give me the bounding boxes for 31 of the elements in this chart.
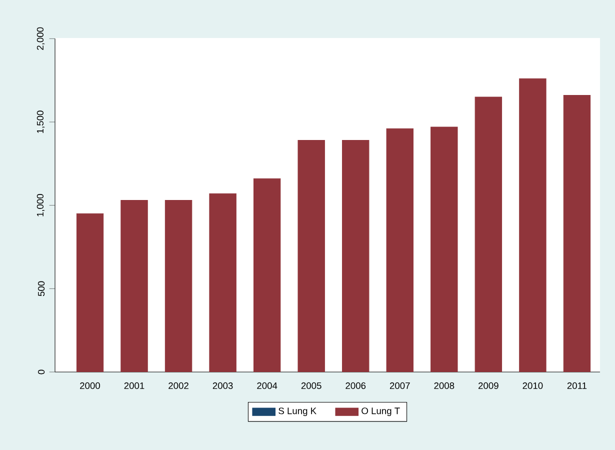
bar bbox=[342, 140, 370, 372]
bar bbox=[209, 193, 236, 372]
bar bbox=[563, 95, 591, 372]
x-tick-label: 2010 bbox=[522, 382, 543, 389]
x-tick-label: 2001 bbox=[124, 382, 144, 389]
bar bbox=[253, 178, 281, 372]
x-tick-label: 2003 bbox=[212, 382, 233, 389]
x-tick-label: 2009 bbox=[478, 382, 498, 389]
y-tick-label: 1,000 bbox=[36, 194, 45, 216]
x-tick-label: 2011 bbox=[567, 382, 587, 389]
bar bbox=[298, 140, 325, 372]
y-tick-label: 500 bbox=[38, 281, 45, 296]
bar bbox=[120, 200, 148, 372]
legend-label: O Lung T bbox=[362, 408, 400, 416]
x-tick-label: 2002 bbox=[168, 382, 188, 389]
x-tick-label: 2007 bbox=[390, 382, 410, 389]
bar bbox=[430, 126, 458, 372]
x-tick-label: 2006 bbox=[346, 382, 366, 389]
bar bbox=[474, 96, 502, 372]
y-tick-label: 2,000 bbox=[36, 27, 45, 50]
x-tick-label: 2008 bbox=[434, 382, 454, 389]
bar bbox=[76, 213, 104, 372]
bar bbox=[386, 128, 414, 372]
bar bbox=[519, 78, 546, 372]
y-tick-label: 0 bbox=[38, 370, 45, 374]
x-tick-label: 2004 bbox=[257, 382, 278, 389]
bar bbox=[164, 200, 192, 372]
y-tick-label: 1,500 bbox=[36, 110, 45, 133]
x-tick-label: 2005 bbox=[301, 382, 322, 389]
legend-label: S Lung K bbox=[278, 408, 316, 416]
x-tick-label: 2000 bbox=[80, 382, 100, 389]
